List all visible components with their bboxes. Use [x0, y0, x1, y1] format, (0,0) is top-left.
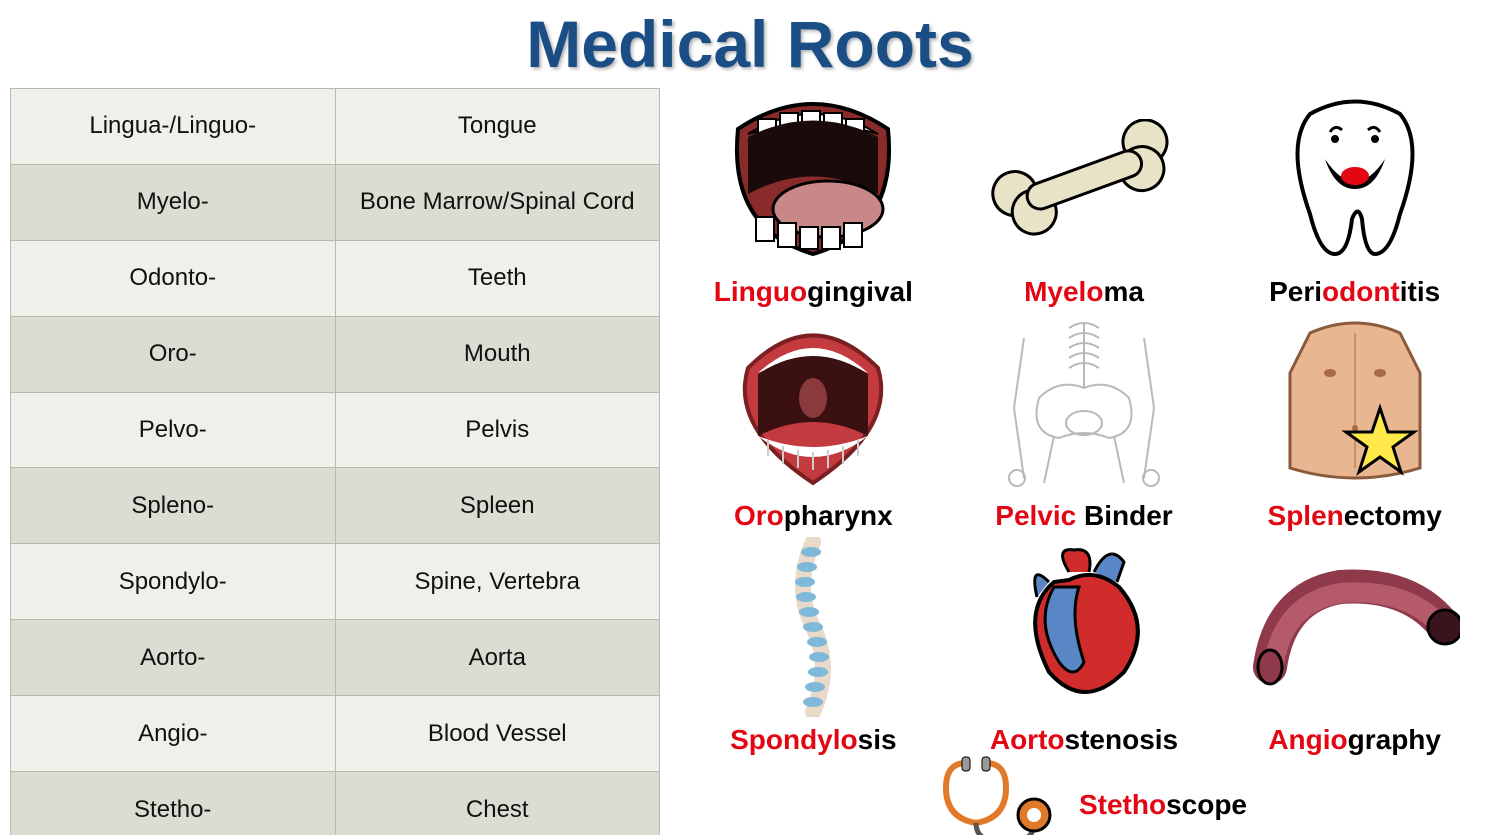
caption-part: itis: [1400, 276, 1440, 307]
caption-part: Linguo: [714, 276, 807, 307]
example-caption: Angiography: [1268, 724, 1441, 756]
example-caption: Pelvic Binder: [995, 500, 1172, 532]
example-cell: Stethoscope: [678, 758, 1490, 835]
caption-part: Splen: [1268, 500, 1344, 531]
spine-icon: [678, 534, 949, 720]
caption-part: odont: [1322, 276, 1400, 307]
caption-part: Myelo: [1024, 276, 1103, 307]
table-row: Myelo- Bone Marrow/Spinal Cord: [11, 164, 660, 240]
example-caption: Stethoscope: [1079, 789, 1247, 821]
root-cell: Angio-: [11, 696, 336, 772]
root-cell: Oro-: [11, 316, 336, 392]
stethoscope-icon: [921, 758, 1061, 835]
vessel-icon: [1219, 534, 1490, 720]
roots-table-body: Lingua-/Linguo- Tongue Myelo- Bone Marro…: [11, 89, 660, 835]
example-cell: Spondylosis: [678, 534, 949, 756]
example-cell: Angiography: [1219, 534, 1490, 756]
caption-part: Pelvic: [995, 500, 1076, 531]
caption-part: ma: [1103, 276, 1143, 307]
example-caption: Oropharynx: [734, 500, 893, 532]
caption-part: Stetho: [1079, 789, 1166, 820]
caption-part: Peri: [1269, 276, 1322, 307]
caption-part: Spondylo: [730, 724, 858, 755]
torso-star-icon: [1219, 310, 1490, 496]
meaning-cell: Mouth: [335, 316, 660, 392]
root-cell: Spondylo-: [11, 544, 336, 620]
roots-table: Lingua-/Linguo- Tongue Myelo- Bone Marro…: [10, 88, 660, 835]
example-caption: Linguogingival: [714, 276, 913, 308]
example-caption: Myeloma: [1024, 276, 1144, 308]
example-caption: Periodontitis: [1269, 276, 1440, 308]
meaning-cell: Tongue: [335, 89, 660, 165]
root-cell: Odonto-: [11, 240, 336, 316]
table-row: Spondylo- Spine, Vertebra: [11, 544, 660, 620]
example-cell: Linguogingival: [678, 86, 949, 308]
page-title: Medical Roots: [0, 6, 1500, 82]
meaning-cell: Teeth: [335, 240, 660, 316]
example-gallery: Linguogingival: [678, 86, 1490, 835]
example-cell: Aortostenosis: [949, 534, 1220, 756]
caption-part: Angio: [1268, 724, 1347, 755]
table-row: Angio- Blood Vessel: [11, 696, 660, 772]
meaning-cell: Blood Vessel: [335, 696, 660, 772]
caption-part: scope: [1166, 789, 1247, 820]
meaning-cell: Spine, Vertebra: [335, 544, 660, 620]
table-row: Aorto- Aorta: [11, 620, 660, 696]
tooth-icon: [1219, 86, 1490, 272]
caption-part: sis: [858, 724, 897, 755]
example-cell: Pelvic Binder: [949, 310, 1220, 532]
meaning-cell: Aorta: [335, 620, 660, 696]
example-caption: Aortostenosis: [990, 724, 1178, 756]
caption-part: pharynx: [784, 500, 893, 531]
open-mouth-icon: [678, 310, 949, 496]
meaning-cell: Spleen: [335, 468, 660, 544]
caption-part: stenosis: [1065, 724, 1179, 755]
table-row: Stetho- Chest: [11, 772, 660, 835]
pelvis-icon: [949, 310, 1220, 496]
caption-part: gingival: [807, 276, 913, 307]
meaning-cell: Bone Marrow/Spinal Cord: [335, 164, 660, 240]
root-cell: Myelo-: [11, 164, 336, 240]
table-row: Pelvo- Pelvis: [11, 392, 660, 468]
mouth-tongue-icon: [678, 86, 949, 272]
bone-icon: [949, 86, 1220, 272]
root-cell: Aorto-: [11, 620, 336, 696]
example-cell: Splenectomy: [1219, 310, 1490, 532]
meaning-cell: Pelvis: [335, 392, 660, 468]
root-cell: Spleno-: [11, 468, 336, 544]
heart-aorta-icon: [949, 534, 1220, 720]
example-caption: Splenectomy: [1268, 500, 1442, 532]
caption-part: ectomy: [1344, 500, 1442, 531]
table-row: Lingua-/Linguo- Tongue: [11, 89, 660, 165]
root-cell: Pelvo-: [11, 392, 336, 468]
example-cell: Oropharynx: [678, 310, 949, 532]
caption-part: Oro: [734, 500, 784, 531]
example-cell: Myeloma: [949, 86, 1220, 308]
root-cell: Lingua-/Linguo-: [11, 89, 336, 165]
example-cell: Periodontitis: [1219, 86, 1490, 308]
caption-part: Aorto: [990, 724, 1065, 755]
meaning-cell: Chest: [335, 772, 660, 835]
table-row: Odonto- Teeth: [11, 240, 660, 316]
example-caption: Spondylosis: [730, 724, 896, 756]
caption-part: graphy: [1348, 724, 1441, 755]
table-row: Spleno- Spleen: [11, 468, 660, 544]
caption-part: Binder: [1076, 500, 1172, 531]
table-row: Oro- Mouth: [11, 316, 660, 392]
root-cell: Stetho-: [11, 772, 336, 835]
